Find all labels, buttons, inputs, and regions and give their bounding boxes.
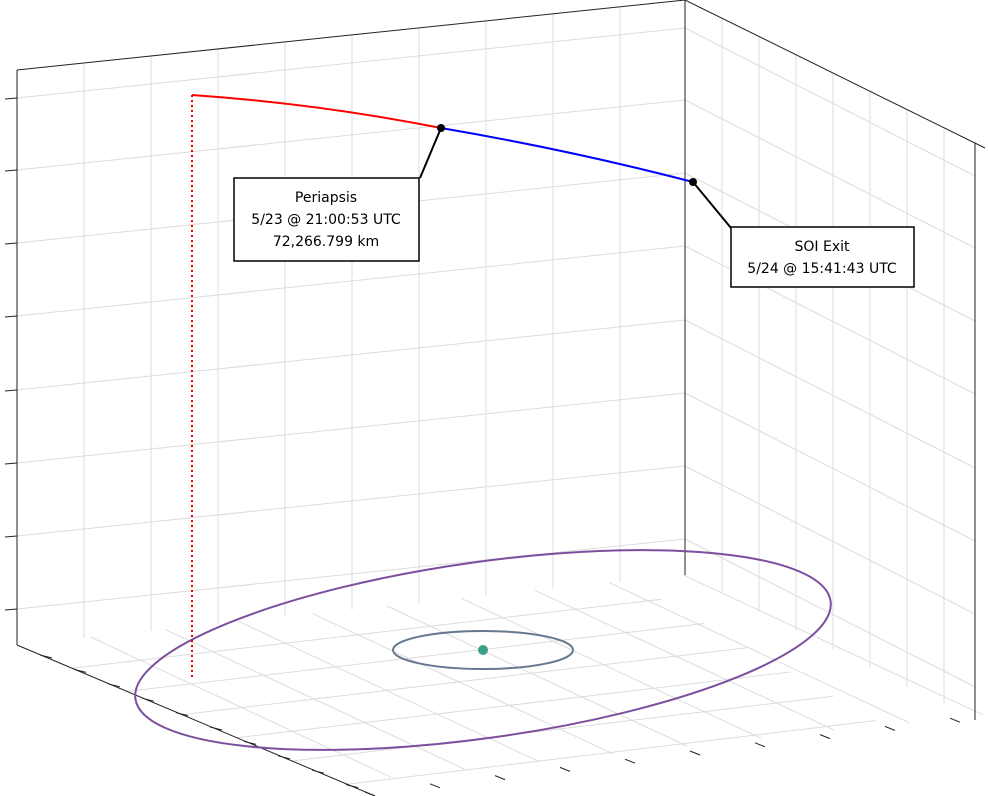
grid-line xyxy=(312,613,614,755)
grid-line xyxy=(71,598,662,669)
tick-mark xyxy=(4,462,18,465)
grid xyxy=(16,6,984,785)
tick-mark xyxy=(689,750,701,756)
annotation-box xyxy=(730,226,915,288)
grid-line xyxy=(534,589,836,731)
tick-mark xyxy=(73,668,87,673)
grid-line xyxy=(238,621,540,763)
grid-line xyxy=(346,720,877,785)
grid-line xyxy=(126,623,705,692)
grid-line xyxy=(16,245,686,317)
tick-mark xyxy=(754,742,766,748)
tick-mark xyxy=(4,608,18,611)
grid-line xyxy=(684,392,976,542)
grid-line xyxy=(684,319,976,469)
trajectory-in xyxy=(191,94,442,129)
tick-mark xyxy=(39,654,53,659)
grid-line xyxy=(16,27,686,99)
grid-line xyxy=(90,636,392,778)
grid-line xyxy=(16,465,686,537)
leader-line xyxy=(692,181,732,229)
grid-line xyxy=(684,99,976,249)
tick-mark xyxy=(364,791,376,796)
tick-mark xyxy=(209,726,223,731)
ticks xyxy=(4,97,961,796)
tick-mark xyxy=(4,535,18,538)
central-body xyxy=(478,645,488,655)
grid-line xyxy=(386,605,688,747)
tick-mark xyxy=(243,740,257,745)
grid-line xyxy=(164,628,466,770)
tick-mark xyxy=(277,755,291,760)
annotation-box xyxy=(233,177,420,262)
grid-line xyxy=(16,392,686,464)
tick-mark xyxy=(311,769,325,774)
tick-mark xyxy=(819,734,831,740)
tick-mark xyxy=(4,389,18,392)
tick-mark xyxy=(4,242,18,245)
tick-mark xyxy=(141,697,155,702)
annotation-text: 5/24 @ 15:41:43 UTC xyxy=(747,261,897,277)
grid-line xyxy=(460,597,762,739)
trajectory-out xyxy=(440,127,694,183)
tick-mark xyxy=(175,712,189,717)
grid-line xyxy=(608,582,910,724)
grid-line xyxy=(684,27,976,177)
grid-line xyxy=(16,538,686,610)
periapsis-marker xyxy=(437,124,445,132)
tick-mark xyxy=(494,775,506,781)
grid-line xyxy=(16,99,686,171)
soi-exit-marker xyxy=(689,178,697,186)
tick-mark xyxy=(4,97,18,100)
tick-mark xyxy=(949,717,961,723)
tick-mark xyxy=(429,783,441,789)
annotation-text: Periapsis xyxy=(295,190,357,206)
tick-mark xyxy=(4,169,18,172)
tick-mark xyxy=(107,683,121,688)
grid-line xyxy=(236,671,791,739)
tick-mark xyxy=(884,725,896,731)
tick-mark xyxy=(4,315,18,318)
annotation-text: 5/23 @ 21:00:53 UTC xyxy=(251,212,401,228)
tick-mark xyxy=(345,784,359,789)
outer-orbit xyxy=(134,549,832,751)
grid-line xyxy=(181,647,748,716)
grid-line xyxy=(16,319,686,391)
grid-line xyxy=(684,465,976,615)
tick-mark xyxy=(559,766,571,772)
leader-line xyxy=(419,127,442,179)
inner-orbit xyxy=(392,630,574,670)
annotation-text: SOI Exit xyxy=(795,239,851,255)
tick-mark xyxy=(624,758,636,764)
grid-line xyxy=(682,574,984,716)
annotation-text: 72,266.799 km xyxy=(273,234,379,250)
grid-line xyxy=(291,695,834,762)
